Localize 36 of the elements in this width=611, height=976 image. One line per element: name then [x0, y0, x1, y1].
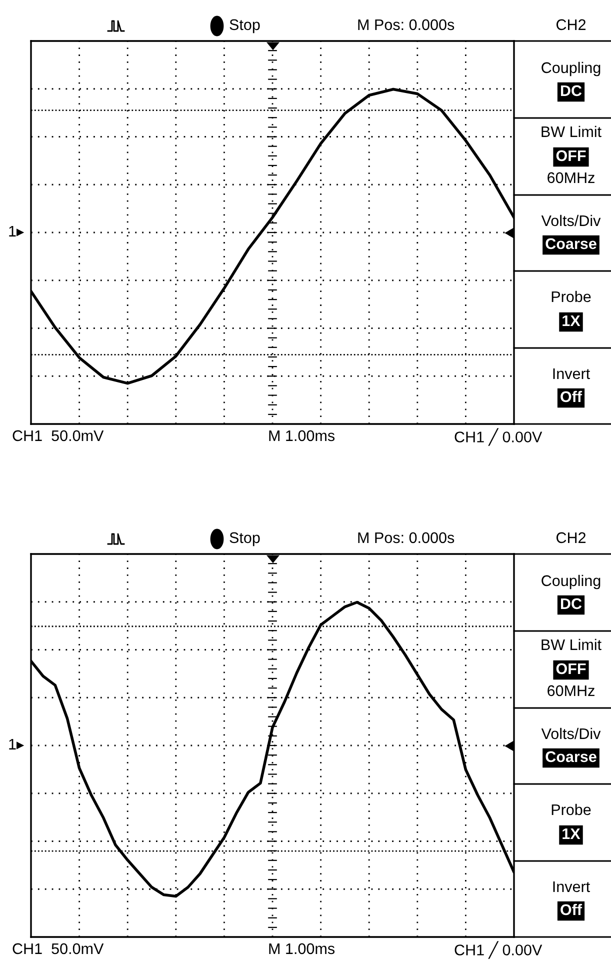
text: Coarse: [546, 751, 596, 762]
text: CH1 50.0mV: [12, 943, 104, 954]
text: Invert: [553, 368, 590, 380]
text: Stop: [230, 532, 260, 546]
text: Probe: [552, 290, 591, 302]
text: M Pos: 0.000s: [358, 19, 454, 30]
text: Volts/Div: [541, 728, 601, 740]
text: Invert: [553, 881, 590, 892]
text: DC: [560, 85, 582, 96]
text: M 1.00ms: [269, 430, 335, 442]
text: Stop: [230, 19, 260, 34]
text: Coarse: [546, 238, 596, 250]
text: CH1 50.0mV: [12, 430, 104, 442]
text: 1▸: [9, 226, 24, 236]
text: M Pos: 0.000s: [358, 532, 454, 544]
text: M 1.00ms: [269, 943, 335, 954]
text: 1X: [562, 828, 580, 839]
text: 60MHz: [548, 172, 594, 184]
text: Coupling: [542, 574, 600, 590]
text: Volts/Div: [541, 214, 601, 226]
text: 1X: [562, 315, 580, 326]
text: CH1 ╱ 0.00V: [454, 428, 542, 446]
text: BW Limit: [542, 126, 602, 138]
text: 60MHz: [548, 685, 594, 696]
text: Coupling: [542, 62, 600, 76]
text: BW Limit: [542, 638, 602, 650]
text: Off: [560, 904, 582, 916]
text: CH2: [556, 532, 586, 544]
text: Off: [560, 390, 582, 402]
text: DC: [560, 598, 582, 610]
text: OFF: [556, 663, 586, 674]
text: 1▸: [9, 738, 24, 750]
text: Probe: [552, 804, 591, 816]
text: OFF: [556, 150, 586, 162]
text: CH1 ╱ 0.00V: [454, 941, 542, 959]
text: CH2: [556, 19, 586, 30]
